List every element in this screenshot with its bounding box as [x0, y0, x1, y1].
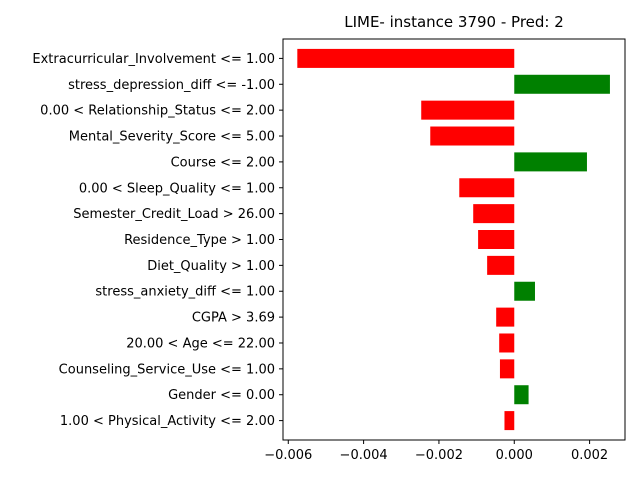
y-tick-label: Semester_Credit_Load > 26.00	[73, 207, 275, 222]
y-tick-label: stress_anxiety_diff <= 1.00	[95, 285, 275, 300]
x-tick-label: 0.000	[496, 448, 533, 463]
y-tick-label: 1.00 < Physical_Activity <= 2.00	[60, 414, 275, 429]
y-tick-label: Residence_Type > 1.00	[124, 233, 275, 248]
x-tick-label: −0.006	[264, 448, 312, 463]
bar-1	[514, 74, 610, 94]
chart-title: LIME- instance 3790 - Pred: 2	[344, 13, 564, 31]
y-tick-label: 0.00 < Sleep_Quality <= 1.00	[79, 181, 275, 196]
y-tick-label: Diet_Quality > 1.00	[147, 259, 275, 274]
bar-10	[496, 307, 515, 327]
y-tick-label: 20.00 < Age <= 22.00	[126, 336, 275, 351]
bar-4	[514, 152, 587, 172]
bar-12	[499, 359, 515, 379]
plot-frame	[282, 38, 626, 441]
bars-group	[297, 48, 610, 431]
bar-3	[430, 126, 515, 146]
y-tick-labels: Extracurricular_Involvement <= 1.00 stres…	[32, 52, 283, 429]
x-tick-label: 0.002	[571, 448, 608, 463]
bar-14	[504, 411, 515, 431]
y-tick-label: Gender <= 0.00	[168, 388, 275, 403]
bar-2	[421, 100, 515, 120]
y-tick-label: 0.00 < Relationship_Status <= 2.00	[40, 104, 275, 119]
y-tick-label: CGPA > 3.69	[192, 311, 275, 326]
bar-6	[473, 204, 515, 224]
x-ticks: −0.006 −0.004 −0.002 0.000 0.002	[264, 440, 608, 463]
bar-9	[514, 281, 535, 301]
y-tick-label: Extracurricular_Involvement <= 1.00	[32, 52, 275, 67]
bar-7	[478, 230, 515, 249]
y-tick-label: Counseling_Service_Use <= 1.00	[59, 362, 275, 377]
bar-0	[297, 48, 515, 68]
y-tick-label: Mental_Severity_Score <= 5.00	[69, 130, 275, 145]
y-tick-label: Course <= 2.00	[171, 155, 275, 170]
bar-8	[487, 255, 515, 275]
x-tick-label: −0.002	[415, 448, 463, 463]
bar-11	[499, 333, 515, 353]
bar-5	[459, 178, 515, 198]
bar-13	[514, 385, 529, 405]
x-tick-label: −0.004	[340, 448, 388, 463]
y-tick-label: stress_depression_diff <= -1.00	[68, 78, 275, 93]
